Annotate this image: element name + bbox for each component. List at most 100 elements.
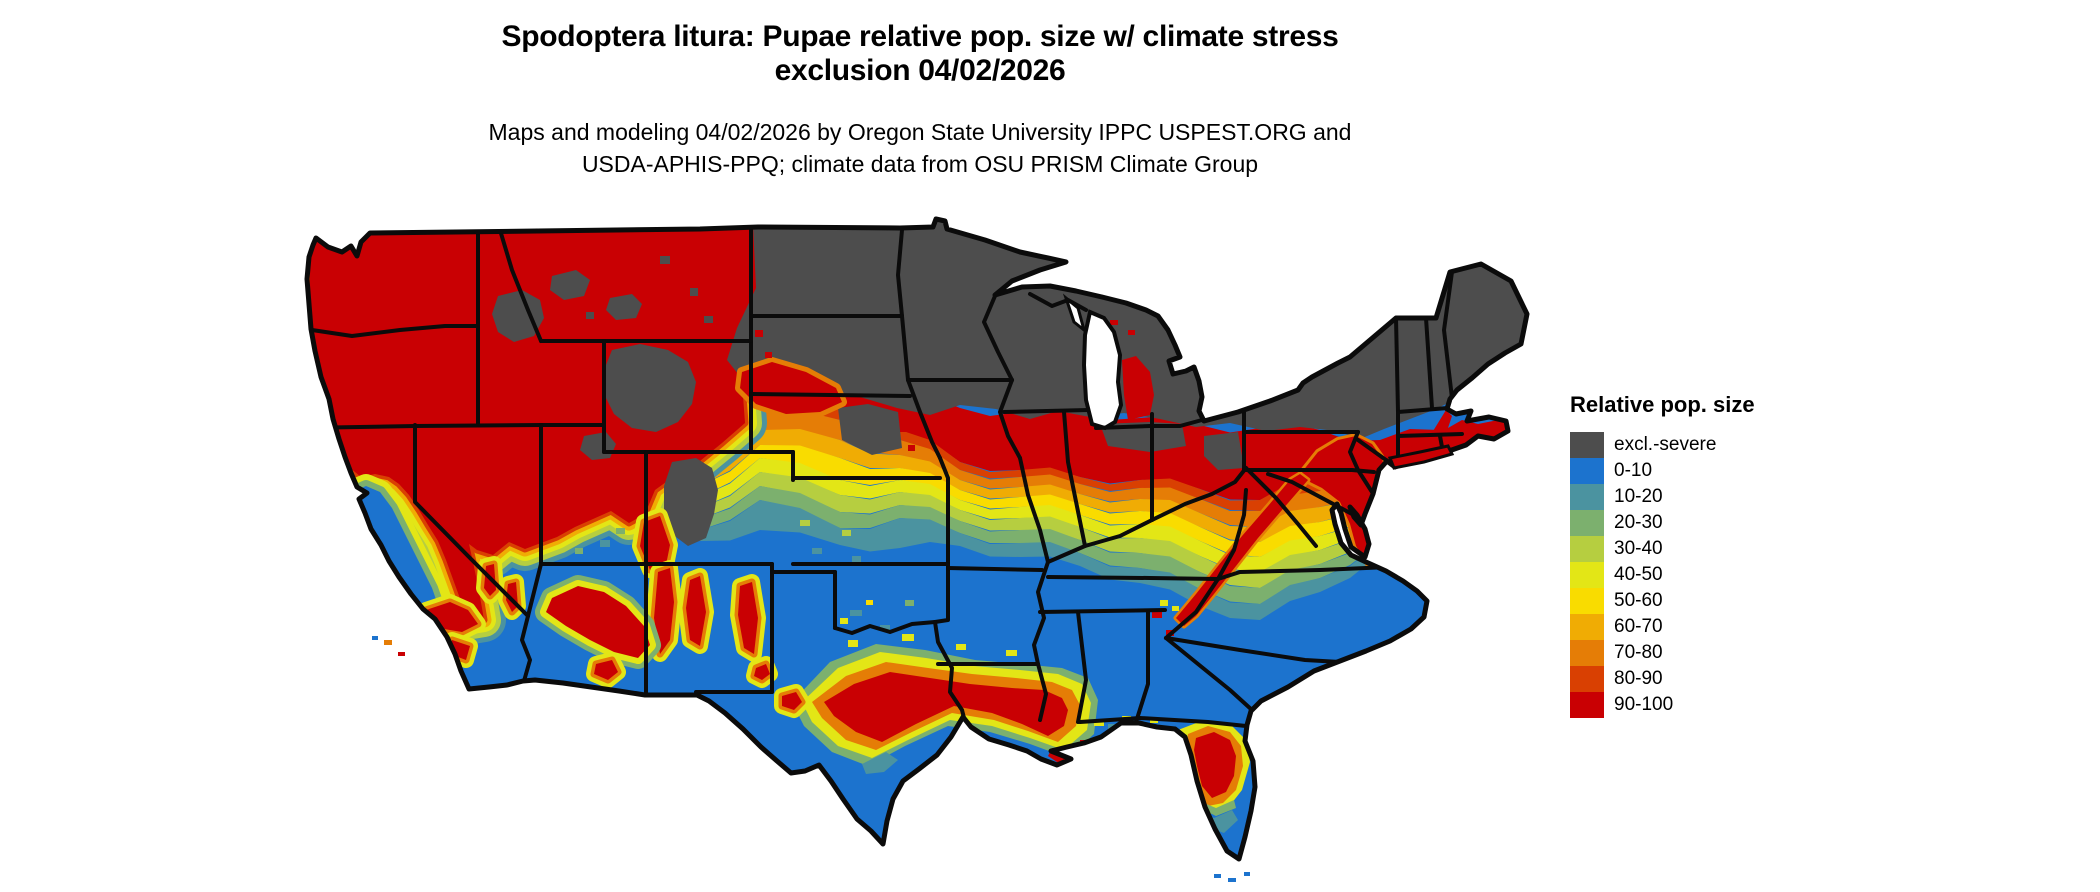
state-border-line [1036,662,1048,722]
state-border-line [982,294,1014,382]
state-border-line [1424,316,1434,410]
state-border-line [998,378,1022,460]
raster-speckle [880,625,890,631]
legend-item-label: 40-50 [1614,564,1663,585]
state-border-line [906,378,942,460]
colorado-highlands [664,458,718,546]
legend-item-label: 70-80 [1614,642,1663,663]
legend-item: 80-90 [1570,666,1755,692]
gulf-core [824,672,1068,742]
raster-speckle [800,520,810,526]
raster-speckle [840,618,848,624]
state-border-line [946,566,1044,572]
subtitle-line2: USDA-APHIS-PPQ; climate data from OSU PR… [581,151,1259,177]
raster-speckle [850,610,862,616]
raster-speckle [848,640,858,647]
raster-speckle [1110,320,1118,325]
state-border-line [1348,430,1374,494]
nebraska-hotspot [740,362,842,414]
indiana-tongue [1100,422,1186,452]
state-border-line [938,456,950,568]
state-border-line [310,324,480,338]
raster-speckle [1160,600,1168,606]
michigan-west-hotspot [1122,356,1154,420]
state-border-line [1062,410,1087,548]
raster-speckle [600,540,610,547]
raster-speckle [755,330,763,337]
raster-speckle [765,352,772,358]
raster-speckle [616,528,625,534]
raster-speckle [660,256,670,264]
wtx-guadalupe [754,664,770,680]
state-border-line [1038,608,1167,614]
page-title-line2: exclusion 04/02/2026 [774,54,1066,87]
state-border-line [1350,468,1376,474]
raster-speckle [812,548,822,554]
legend-item-label: excl.-severe [1614,434,1717,455]
state-border-line [1164,636,1342,664]
legend-swatch [1570,666,1604,692]
state-border-line [1028,292,1088,312]
raster-speckle [1214,874,1221,878]
legend-item-label: 30-40 [1614,538,1663,559]
legend-title: Relative pop. size [1570,392,1755,417]
legend-swatch [1570,588,1604,614]
legend-item: 10-20 [1570,484,1755,510]
state-border-line [1356,438,1388,462]
state-border-line [1396,406,1450,414]
raster-speckle [1006,650,1017,656]
legend-item-label: 90-100 [1614,694,1674,715]
gradient-band-20-30 [640,483,1527,604]
raster-speckle [316,445,322,455]
state-border-line [1164,636,1254,712]
legend-item-label: 20-30 [1614,512,1663,533]
legend-item: 20-30 [1570,510,1755,536]
appalachian-streak [1176,474,1308,626]
state-border-line [1076,610,1088,724]
legend-swatch [1570,432,1604,458]
raster-speckle [900,425,908,432]
raster-speckle [314,420,320,434]
state-border-line [1394,316,1400,414]
state-border-line [933,562,950,624]
legend-item-label: 10-20 [1614,486,1663,507]
legend-item-label: 80-90 [1614,668,1663,689]
raster-speckle [1152,612,1162,618]
legend-item: 60-70 [1570,614,1755,640]
legend-item: 0-10 [1570,458,1755,484]
raster-speckle [1094,720,1104,726]
subtitle-line1: Maps and modeling 04/02/2026 by Oregon S… [488,119,1352,145]
gradient-band-60-70 [640,429,1527,542]
raster-speckle [902,634,914,641]
state-border-line [1094,418,1204,430]
state-border-line [526,562,543,618]
legend-item: 40-50 [1570,562,1755,588]
state-border-line [520,614,532,683]
legend-item: 90-100 [1570,692,1755,718]
legend-item: 50-60 [1570,588,1755,614]
gradient-band-30-40 [640,472,1527,588]
legend-item: 70-80 [1570,640,1755,666]
state-border-line [1046,564,1416,581]
state-border-line [1244,466,1318,548]
montana-highlands-1 [550,270,590,300]
legend-swatch [1570,484,1604,510]
legend: Relative pop. size excl.-severe 0-10 10-… [1570,392,1755,718]
legend-item-label: 50-60 [1614,590,1663,611]
raster-speckle [586,312,594,319]
legend-item-label: 0-10 [1614,460,1653,481]
state-border-line [1134,610,1150,724]
s-texas-sliver [862,752,898,774]
state-border-line [1032,560,1050,666]
legend-item: excl.-severe [1570,432,1755,458]
raster-speckle [1128,330,1135,335]
raster-speckle [1091,746,1097,751]
state-border-line [1078,716,1248,728]
raster-speckle [398,652,405,656]
legend-swatch [1570,562,1604,588]
raster-speckle [1172,606,1179,611]
raster-speckle [908,445,915,451]
nm-range-1 [654,568,674,654]
